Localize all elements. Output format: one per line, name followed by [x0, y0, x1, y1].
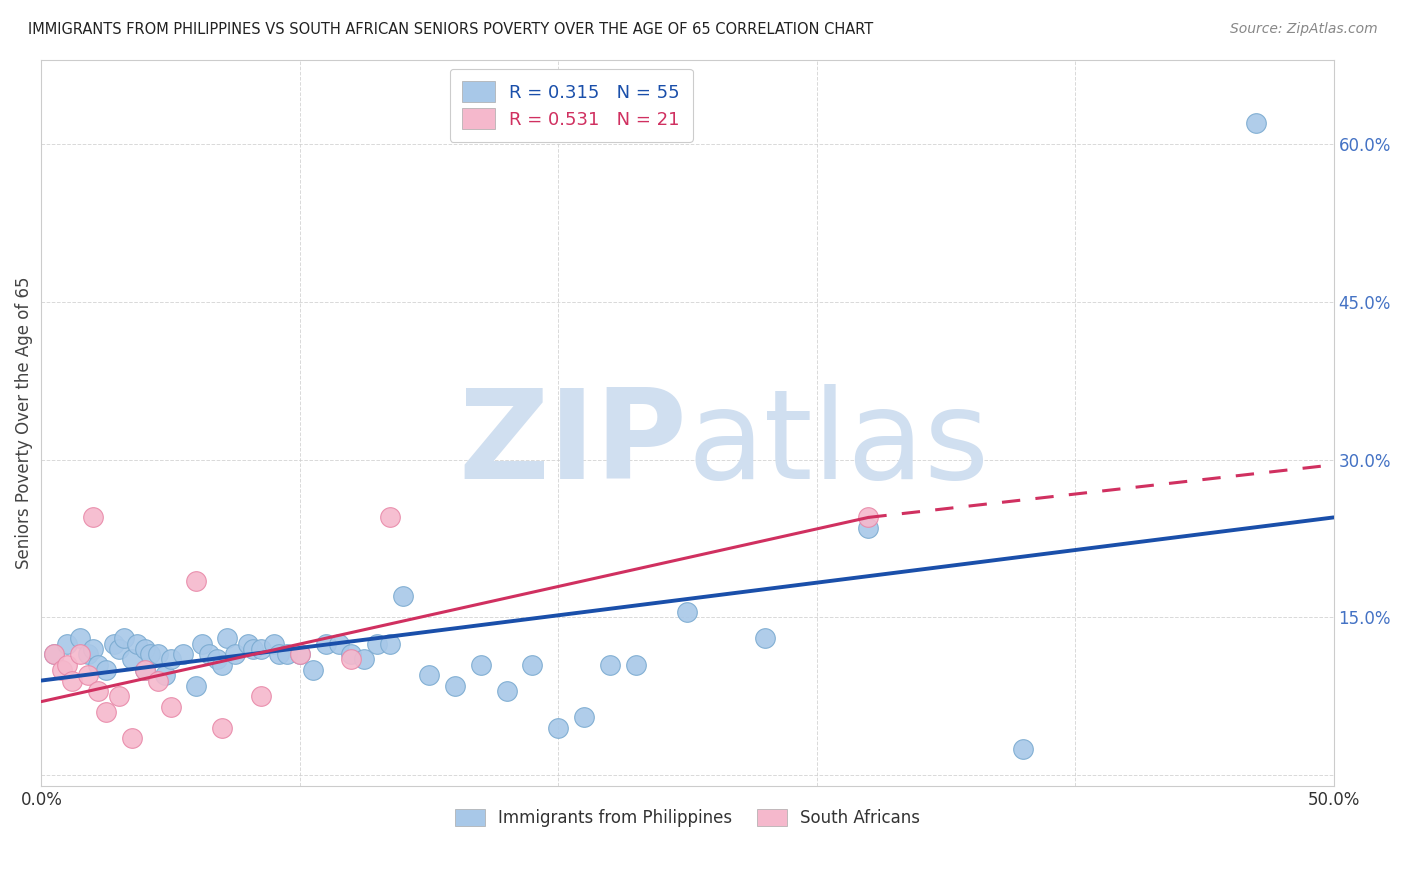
Point	[380, 637, 402, 651]
Point	[418, 668, 440, 682]
Point	[547, 721, 569, 735]
Point	[263, 637, 285, 651]
Point	[288, 647, 311, 661]
Point	[624, 657, 647, 672]
Point	[392, 590, 415, 604]
Point	[121, 731, 143, 746]
Point	[146, 647, 169, 661]
Point	[211, 721, 233, 735]
Point	[108, 642, 131, 657]
Point	[522, 657, 544, 672]
Point	[315, 637, 337, 651]
Point	[599, 657, 621, 672]
Point	[44, 647, 66, 661]
Point	[82, 642, 104, 657]
Point	[754, 632, 776, 646]
Text: Source: ZipAtlas.com: Source: ZipAtlas.com	[1230, 22, 1378, 37]
Point	[139, 647, 162, 661]
Point	[340, 652, 363, 666]
Point	[288, 647, 311, 661]
Point	[190, 637, 212, 651]
Point	[87, 657, 110, 672]
Point	[198, 647, 221, 661]
Point	[211, 657, 233, 672]
Point	[108, 690, 131, 704]
Point	[250, 690, 273, 704]
Point	[470, 657, 492, 672]
Point	[572, 710, 595, 724]
Point	[340, 647, 363, 661]
Point	[205, 652, 228, 666]
Point	[159, 699, 181, 714]
Point	[1244, 116, 1267, 130]
Point	[858, 510, 880, 524]
Text: ZIP: ZIP	[458, 384, 688, 505]
Point	[186, 574, 208, 588]
Point	[51, 663, 73, 677]
Point	[44, 647, 66, 661]
Y-axis label: Seniors Poverty Over the Age of 65: Seniors Poverty Over the Age of 65	[15, 277, 32, 569]
Point	[186, 679, 208, 693]
Point	[159, 652, 181, 666]
Point	[353, 652, 375, 666]
Point	[328, 637, 350, 651]
Point	[217, 632, 239, 646]
Point	[173, 647, 195, 661]
Point	[87, 684, 110, 698]
Point	[380, 510, 402, 524]
Text: atlas: atlas	[688, 384, 990, 505]
Point	[146, 673, 169, 688]
Point	[69, 632, 91, 646]
Text: IMMIGRANTS FROM PHILIPPINES VS SOUTH AFRICAN SENIORS POVERTY OVER THE AGE OF 65 : IMMIGRANTS FROM PHILIPPINES VS SOUTH AFR…	[28, 22, 873, 37]
Point	[112, 632, 135, 646]
Point	[76, 668, 98, 682]
Point	[94, 663, 117, 677]
Point	[134, 642, 156, 657]
Point	[242, 642, 264, 657]
Point	[276, 647, 298, 661]
Point	[56, 637, 79, 651]
Point	[94, 705, 117, 719]
Point	[224, 647, 246, 661]
Point	[301, 663, 323, 677]
Point	[134, 663, 156, 677]
Point	[858, 521, 880, 535]
Point	[76, 647, 98, 661]
Legend: Immigrants from Philippines, South Africans: Immigrants from Philippines, South Afric…	[446, 801, 929, 836]
Point	[82, 510, 104, 524]
Point	[1012, 742, 1035, 756]
Point	[56, 657, 79, 672]
Point	[676, 605, 699, 619]
Point	[444, 679, 467, 693]
Point	[495, 684, 517, 698]
Point	[125, 637, 148, 651]
Point	[155, 668, 177, 682]
Point	[134, 663, 156, 677]
Point	[269, 647, 291, 661]
Point	[60, 673, 83, 688]
Point	[121, 652, 143, 666]
Point	[250, 642, 273, 657]
Point	[69, 647, 91, 661]
Point	[103, 637, 125, 651]
Point	[236, 637, 259, 651]
Point	[366, 637, 388, 651]
